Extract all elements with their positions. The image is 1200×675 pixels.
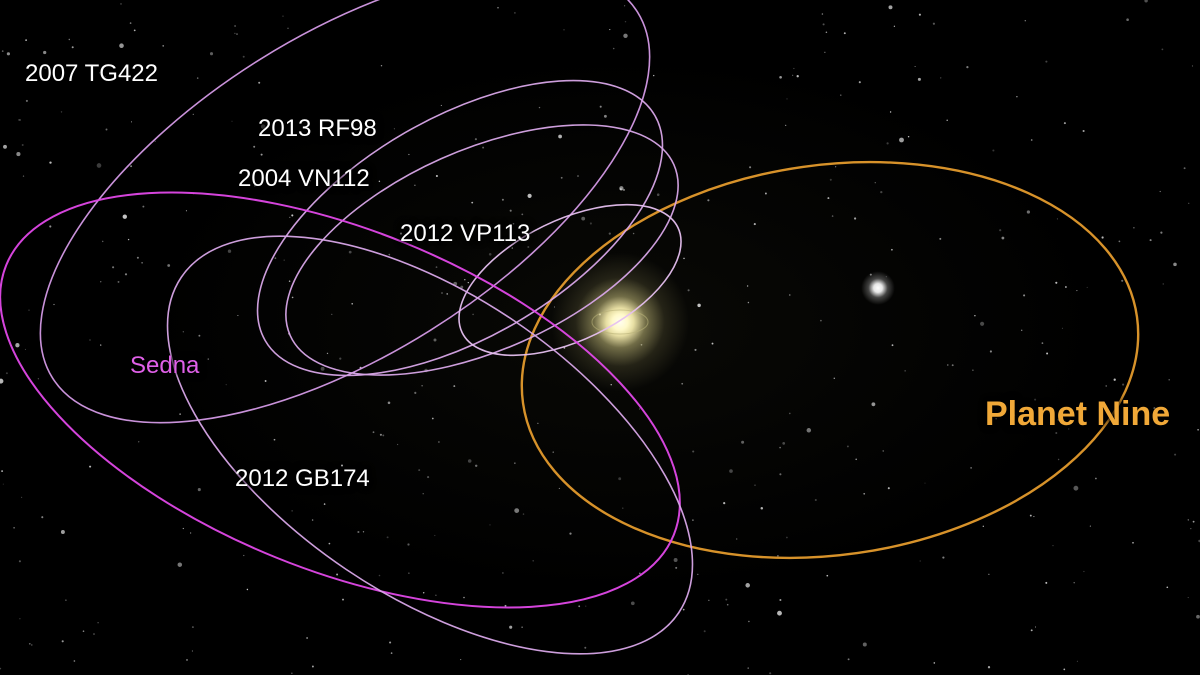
orbit-diagram: 2007 TG422 2013 RF98 2004 VN112 2012 VP1… xyxy=(0,0,1200,675)
orbit-paths xyxy=(0,0,1200,675)
